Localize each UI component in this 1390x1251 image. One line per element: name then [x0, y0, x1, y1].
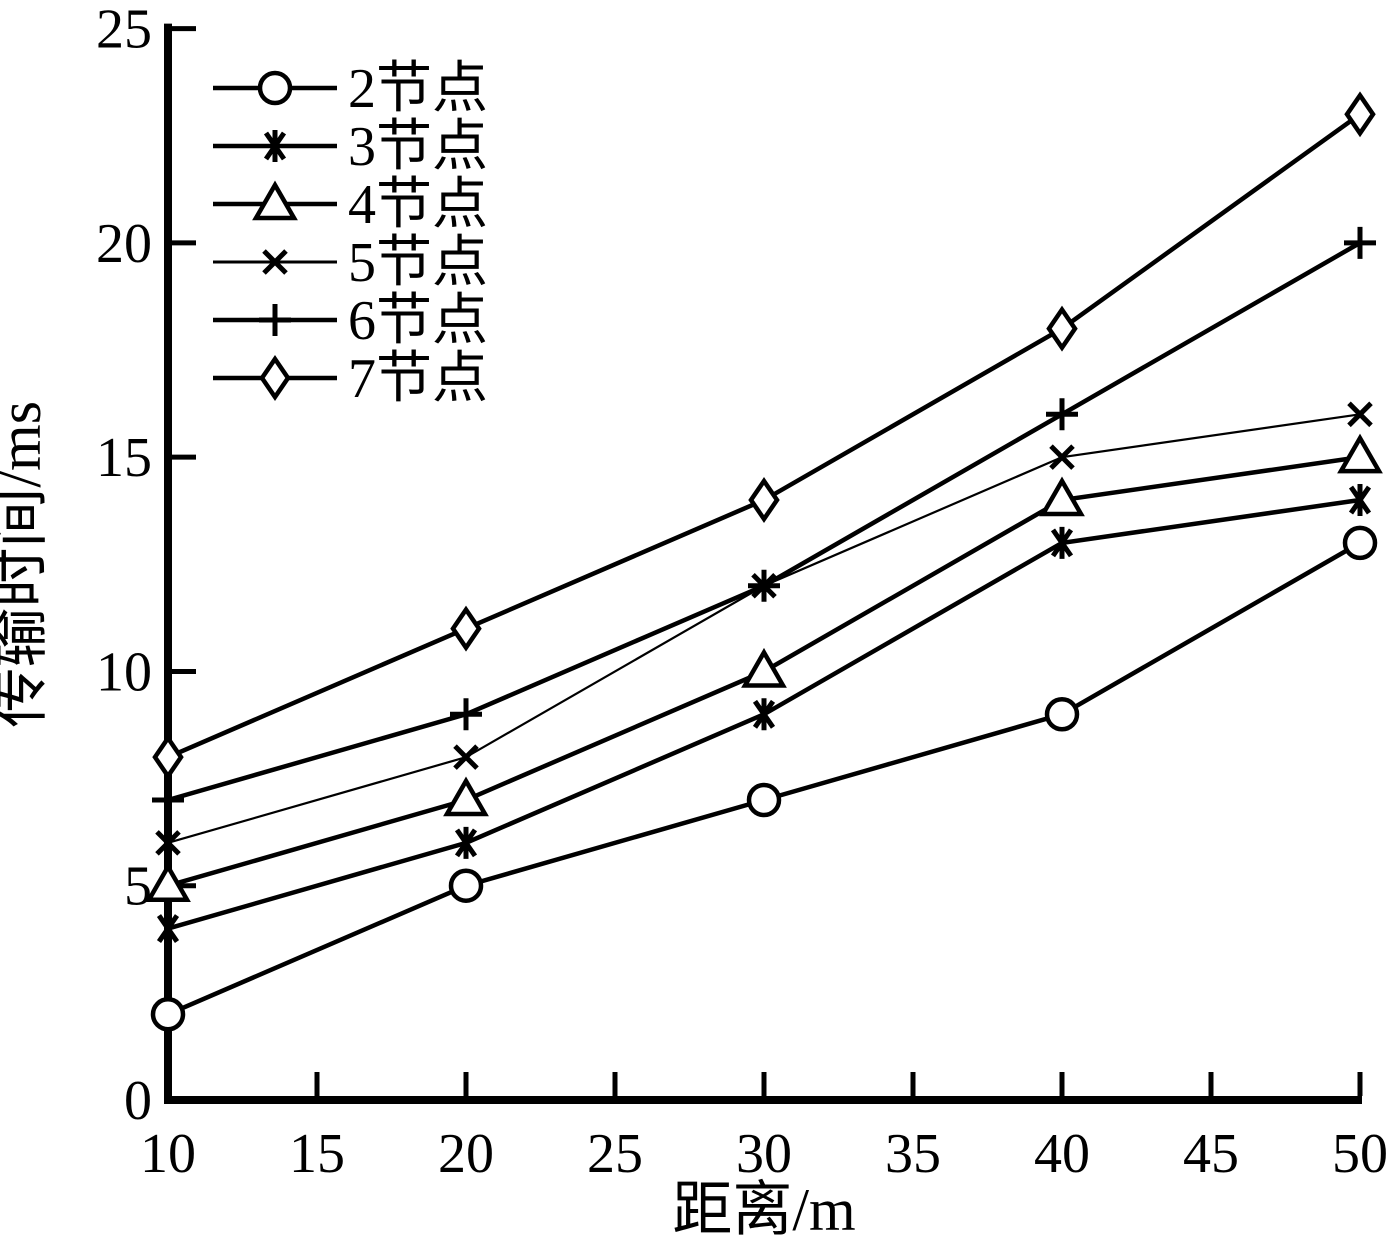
data-point-asterisk: [454, 826, 478, 859]
x-tick-label: 35: [885, 1123, 941, 1185]
legend-label-7-nodes: 7节点: [348, 348, 488, 410]
data-point-diamond: [1344, 91, 1376, 138]
data-point-circle: [150, 997, 186, 1032]
legend-label-6-nodes: 6节点: [348, 290, 488, 352]
data-point-triangle: [443, 776, 489, 817]
legend-marker-asterisk: [263, 130, 287, 162]
x-tick-label: 20: [438, 1123, 494, 1185]
data-point-plus: [152, 784, 184, 817]
data-point-diamond: [748, 477, 780, 524]
legend-label-5-nodes: 5节点: [348, 232, 488, 294]
data-point-asterisk: [752, 698, 776, 731]
data-point-x: [155, 830, 181, 856]
y-axis-title: 传输时间/ms: [0, 401, 53, 728]
data-point-plus: [748, 569, 780, 602]
legend-marker-diamond: [259, 355, 291, 401]
data-point-diamond: [450, 605, 482, 652]
data-point-plus: [1344, 226, 1376, 259]
legend-marker-triangle: [252, 180, 298, 221]
x-tick-label: 15: [289, 1123, 345, 1185]
data-point-triangle: [145, 862, 191, 902]
x-tick-label: 25: [587, 1123, 643, 1185]
data-point-triangle: [1039, 476, 1085, 517]
data-point-circle: [448, 868, 484, 903]
data-point-x: [1049, 444, 1075, 470]
y-tick-label: 0: [124, 1070, 152, 1132]
data-point-circle: [746, 782, 782, 818]
legend-label-2-nodes: 2节点: [348, 58, 488, 120]
x-tick-label: 10: [140, 1123, 196, 1185]
legend-label-3-nodes: 3节点: [348, 116, 488, 178]
x-tick-label: 45: [1183, 1123, 1239, 1185]
legend-marker-x: [262, 249, 288, 275]
legend-marker-circle: [257, 70, 293, 106]
x-tick-label: 30: [736, 1123, 792, 1185]
x-axis-title: 距离/m: [672, 1177, 855, 1243]
data-point-diamond: [1046, 305, 1078, 352]
data-point-circle: [1342, 525, 1378, 561]
data-point-asterisk: [1050, 526, 1074, 559]
x-tick-label: 50: [1332, 1123, 1388, 1185]
legend-marker-plus: [259, 304, 291, 336]
data-point-asterisk: [156, 912, 180, 945]
data-point-diamond: [152, 734, 184, 781]
y-tick-label: 25: [96, 0, 152, 61]
data-point-x: [453, 744, 479, 770]
legend-label-4-nodes: 4节点: [348, 174, 488, 236]
y-tick-label: 10: [96, 641, 152, 703]
data-point-plus: [450, 698, 482, 731]
data-point-x: [1347, 401, 1373, 428]
y-tick-label: 15: [96, 427, 152, 489]
x-tick-label: 40: [1034, 1123, 1090, 1185]
series-line-2-nodes: [167, 540, 1362, 1017]
data-point-triangle: [1337, 433, 1383, 474]
y-tick-label: 20: [96, 213, 152, 275]
data-point-plus: [1046, 398, 1078, 431]
y-tick-label: 5: [124, 856, 152, 918]
data-point-triangle: [741, 647, 787, 688]
data-point-asterisk: [1348, 484, 1372, 517]
data-point-circle: [1044, 697, 1080, 732]
